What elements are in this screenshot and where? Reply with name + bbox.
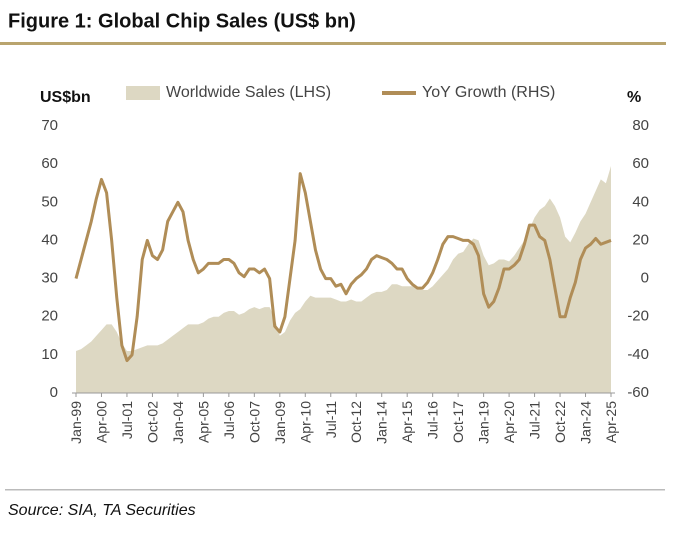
x-tick-label: Jan-14 — [374, 401, 390, 444]
x-tick-label: Jan-99 — [68, 401, 84, 444]
y2-tick-label: 40 — [632, 193, 649, 210]
x-tick-label: Oct-02 — [144, 401, 160, 443]
x-tick-label: Jul-01 — [119, 401, 135, 439]
x-tick-label: Oct-22 — [552, 401, 568, 443]
y2-tick-label: 60 — [632, 155, 649, 172]
source: Source: SIA, TA Securities — [8, 502, 196, 519]
x-tick-label: Oct-17 — [450, 401, 466, 443]
title-rule — [0, 42, 666, 45]
y-tick-label: 20 — [41, 308, 58, 325]
legend-label: YoY Growth (RHS) — [422, 84, 555, 101]
legend-label: Worldwide Sales (LHS) — [166, 84, 331, 101]
x-tick-label: Apr-20 — [501, 401, 517, 443]
y2-tick-label: -60 — [627, 384, 649, 401]
x-tick-label: Apr-05 — [195, 401, 211, 443]
x-tick-label: Jan-24 — [578, 401, 594, 444]
y-tick-label: 40 — [41, 231, 58, 248]
y-tick-label: 60 — [41, 155, 58, 172]
y-tick-label: 70 — [41, 117, 58, 134]
y2-axis-title: % — [627, 89, 641, 106]
x-tick-label: Apr-25 — [603, 401, 619, 443]
y2-tick-label: -20 — [627, 308, 649, 325]
y-tick-label: 30 — [41, 270, 58, 287]
x-tick-label: Jul-21 — [527, 401, 543, 439]
x-tick-label: Jul-16 — [425, 401, 441, 439]
chart-title: Figure 1: Global Chip Sales (US$ bn) — [8, 10, 356, 32]
y-tick-label: 10 — [41, 346, 58, 363]
x-tick-label: Jan-09 — [272, 401, 288, 444]
x-tick-label: Oct-12 — [348, 401, 364, 443]
x-tick-label: Oct-07 — [246, 401, 262, 443]
x-tick-label: Apr-15 — [399, 401, 415, 443]
x-tick-label: Jan-19 — [476, 401, 492, 444]
x-tick-label: Jul-06 — [221, 401, 237, 439]
growth-line — [74, 172, 612, 363]
y-tick-label: 50 — [41, 193, 58, 210]
y2-tick-label: 80 — [632, 117, 649, 134]
legend-swatch — [126, 86, 160, 100]
x-tick-label: Jul-11 — [323, 401, 339, 438]
x-tick-label: Apr-10 — [297, 401, 313, 443]
y2-tick-label: 20 — [632, 231, 649, 248]
x-tick-label: Jan-04 — [170, 401, 186, 444]
sales-area — [76, 166, 611, 393]
y2-tick-label: 0 — [641, 270, 649, 287]
y-tick-label: 0 — [50, 384, 58, 401]
y2-tick-label: -40 — [627, 346, 649, 363]
x-tick-label: Apr-00 — [93, 401, 109, 443]
source-rule — [5, 489, 665, 491]
y-axis-title: US$bn — [40, 89, 91, 106]
